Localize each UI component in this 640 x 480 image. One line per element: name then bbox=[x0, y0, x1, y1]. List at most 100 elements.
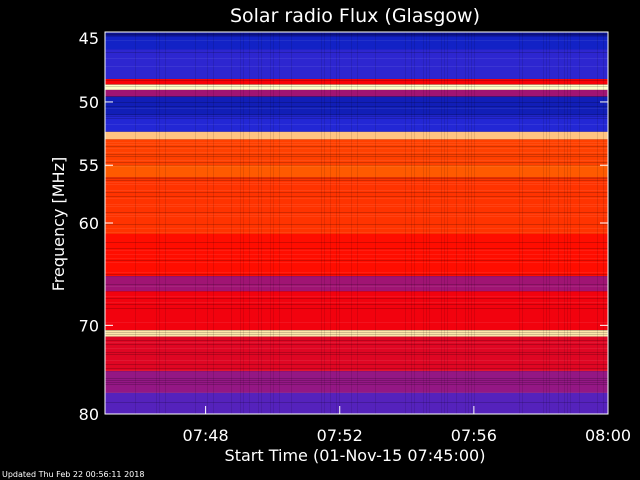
texture-row bbox=[105, 66, 608, 67]
texture-row bbox=[105, 156, 608, 157]
frequency-band-15 bbox=[105, 330, 608, 337]
y-tick-label: 80 bbox=[79, 405, 99, 424]
texture-row bbox=[105, 360, 608, 361]
frequency-band-8 bbox=[105, 131, 608, 140]
texture-row bbox=[105, 272, 608, 273]
texture-row bbox=[105, 384, 608, 385]
texture-column bbox=[522, 32, 523, 414]
texture-row bbox=[105, 304, 608, 305]
texture-row bbox=[105, 154, 608, 155]
texture-row bbox=[105, 196, 608, 197]
frequency-band-18 bbox=[105, 392, 608, 414]
texture-row bbox=[105, 96, 608, 97]
texture-column bbox=[447, 32, 448, 414]
texture-row bbox=[105, 142, 608, 143]
texture-column bbox=[159, 32, 160, 414]
texture-row bbox=[105, 212, 608, 213]
x-tick-label: 07:52 bbox=[317, 426, 363, 445]
x-tick-label: 07:56 bbox=[451, 426, 497, 445]
x-tick-label: 07:48 bbox=[183, 426, 229, 445]
texture-row bbox=[105, 58, 608, 59]
texture-column bbox=[405, 32, 406, 414]
y-tick-label: 45 bbox=[79, 29, 99, 48]
texture-column bbox=[444, 32, 445, 414]
texture-row bbox=[105, 178, 608, 179]
texture-row bbox=[105, 382, 608, 383]
texture-column bbox=[135, 32, 136, 414]
texture-row bbox=[105, 380, 608, 381]
texture-column bbox=[570, 32, 571, 414]
texture-row bbox=[105, 86, 608, 87]
texture-column bbox=[579, 32, 580, 414]
texture-column bbox=[330, 32, 331, 414]
spectrogram-texture bbox=[105, 32, 608, 414]
texture-row bbox=[105, 124, 608, 125]
texture-row bbox=[105, 352, 608, 353]
frequency-band-14 bbox=[105, 291, 608, 331]
texture-column bbox=[336, 32, 337, 414]
texture-column bbox=[321, 32, 322, 414]
texture-column bbox=[546, 32, 547, 414]
texture-row bbox=[105, 206, 608, 207]
texture-column bbox=[261, 32, 262, 414]
texture-row bbox=[105, 84, 608, 85]
frequency-band-4 bbox=[105, 84, 608, 90]
texture-column bbox=[231, 32, 232, 414]
texture-row bbox=[105, 364, 608, 365]
texture-row bbox=[105, 248, 608, 249]
texture-row bbox=[105, 214, 608, 215]
texture-column bbox=[564, 32, 565, 414]
texture-column bbox=[279, 32, 280, 414]
texture-column bbox=[165, 32, 166, 414]
texture-column bbox=[249, 32, 250, 414]
texture-row bbox=[105, 118, 608, 119]
texture-row bbox=[105, 180, 608, 181]
texture-column bbox=[156, 32, 157, 414]
x-tick-label: 08:00 bbox=[585, 426, 631, 445]
texture-row bbox=[105, 378, 608, 379]
texture-row bbox=[105, 354, 608, 355]
texture-column bbox=[558, 32, 559, 414]
texture-row bbox=[105, 392, 608, 393]
texture-row bbox=[105, 258, 608, 259]
frequency-band-13 bbox=[105, 276, 608, 292]
texture-row bbox=[105, 40, 608, 41]
texture-row bbox=[105, 286, 608, 287]
texture-row bbox=[105, 370, 608, 371]
texture-row bbox=[105, 102, 608, 103]
texture-column bbox=[423, 32, 424, 414]
frequency-band-12 bbox=[105, 233, 608, 277]
texture-column bbox=[270, 32, 271, 414]
y-axis: 45 50 55 60 70 80 bbox=[79, 29, 608, 424]
texture-row bbox=[105, 368, 608, 369]
texture-row bbox=[105, 334, 608, 335]
texture-column bbox=[324, 32, 325, 414]
texture-column bbox=[414, 32, 415, 414]
texture-column bbox=[243, 32, 244, 414]
texture-column bbox=[411, 32, 412, 414]
texture-column bbox=[468, 32, 469, 414]
texture-row bbox=[105, 262, 608, 263]
texture-column bbox=[207, 32, 208, 414]
texture-column bbox=[471, 32, 472, 414]
frequency-band-10 bbox=[105, 165, 608, 178]
y-tick-label: 60 bbox=[79, 214, 99, 233]
frequency-band-2 bbox=[105, 49, 608, 79]
texture-column bbox=[543, 32, 544, 414]
texture-row bbox=[105, 302, 608, 303]
texture-row bbox=[105, 224, 608, 225]
texture-row bbox=[105, 146, 608, 147]
x-axis-label: Start Time (01-Nov-15 07:45:00) bbox=[225, 446, 486, 465]
frequency-band-17 bbox=[105, 371, 608, 393]
texture-column bbox=[474, 32, 475, 414]
texture-column bbox=[429, 32, 430, 414]
x-axis: 07:48 07:52 07:56 08:00 bbox=[183, 406, 631, 445]
texture-row bbox=[105, 182, 608, 183]
texture-column bbox=[339, 32, 340, 414]
texture-row bbox=[105, 204, 608, 205]
texture-row bbox=[105, 52, 608, 53]
texture-row bbox=[105, 162, 608, 163]
texture-row bbox=[105, 332, 608, 333]
texture-row bbox=[105, 160, 608, 161]
